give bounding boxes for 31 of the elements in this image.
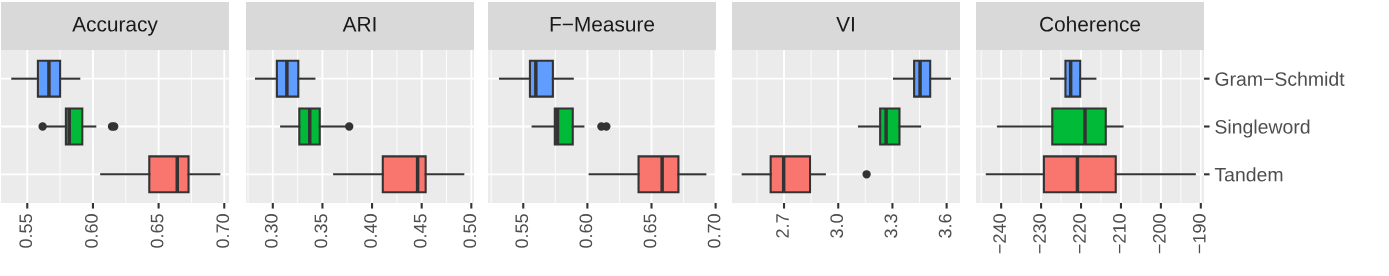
x-tick-label: −210 xyxy=(1113,214,1126,254)
x-tick-label: −240 xyxy=(993,214,1006,254)
x-tick-label: −190 xyxy=(1192,214,1206,254)
chart-title: F−Measure xyxy=(550,17,655,32)
x-tick-label: 0.45 xyxy=(413,214,427,248)
y-tick-label: Tandem xyxy=(1214,167,1283,182)
chart-title: Accuracy xyxy=(72,17,158,36)
y-tick-label: Singleword xyxy=(1215,119,1310,138)
x-tick-label: 0.55 xyxy=(19,214,33,248)
x-tick-label: −200 xyxy=(1152,214,1166,254)
x-tick-label: 0.70 xyxy=(707,214,721,248)
x-tick-label: 3.0 xyxy=(830,214,844,238)
x-tick-label: −230 xyxy=(1033,214,1046,254)
x-tick-label: 0.35 xyxy=(314,214,328,248)
x-tick-label: 3.3 xyxy=(884,214,898,238)
x-tick-label: −220 xyxy=(1073,214,1086,254)
x-tick-label: 3.6 xyxy=(938,214,952,238)
y-tick-label: Gram−Schmidt xyxy=(1215,71,1345,86)
x-tick-label: 0.30 xyxy=(264,214,278,248)
chart-title: Coherence xyxy=(1040,16,1141,32)
x-tick-label: 2.7 xyxy=(776,214,789,238)
x-tick-label: 0.65 xyxy=(643,214,657,248)
x-tick-label: 0.55 xyxy=(515,214,529,248)
x-tick-label: 0.50 xyxy=(463,214,477,248)
x-tick-label: 0.70 xyxy=(216,214,230,248)
chart-title: ARI xyxy=(342,17,376,32)
x-tick-label: 0.40 xyxy=(364,214,377,248)
x-tick-label: 0.60 xyxy=(579,214,593,248)
x-tick-label: 0.65 xyxy=(150,214,164,248)
x-tick-label: 0.60 xyxy=(85,214,98,248)
chart-title: VI xyxy=(836,17,854,32)
